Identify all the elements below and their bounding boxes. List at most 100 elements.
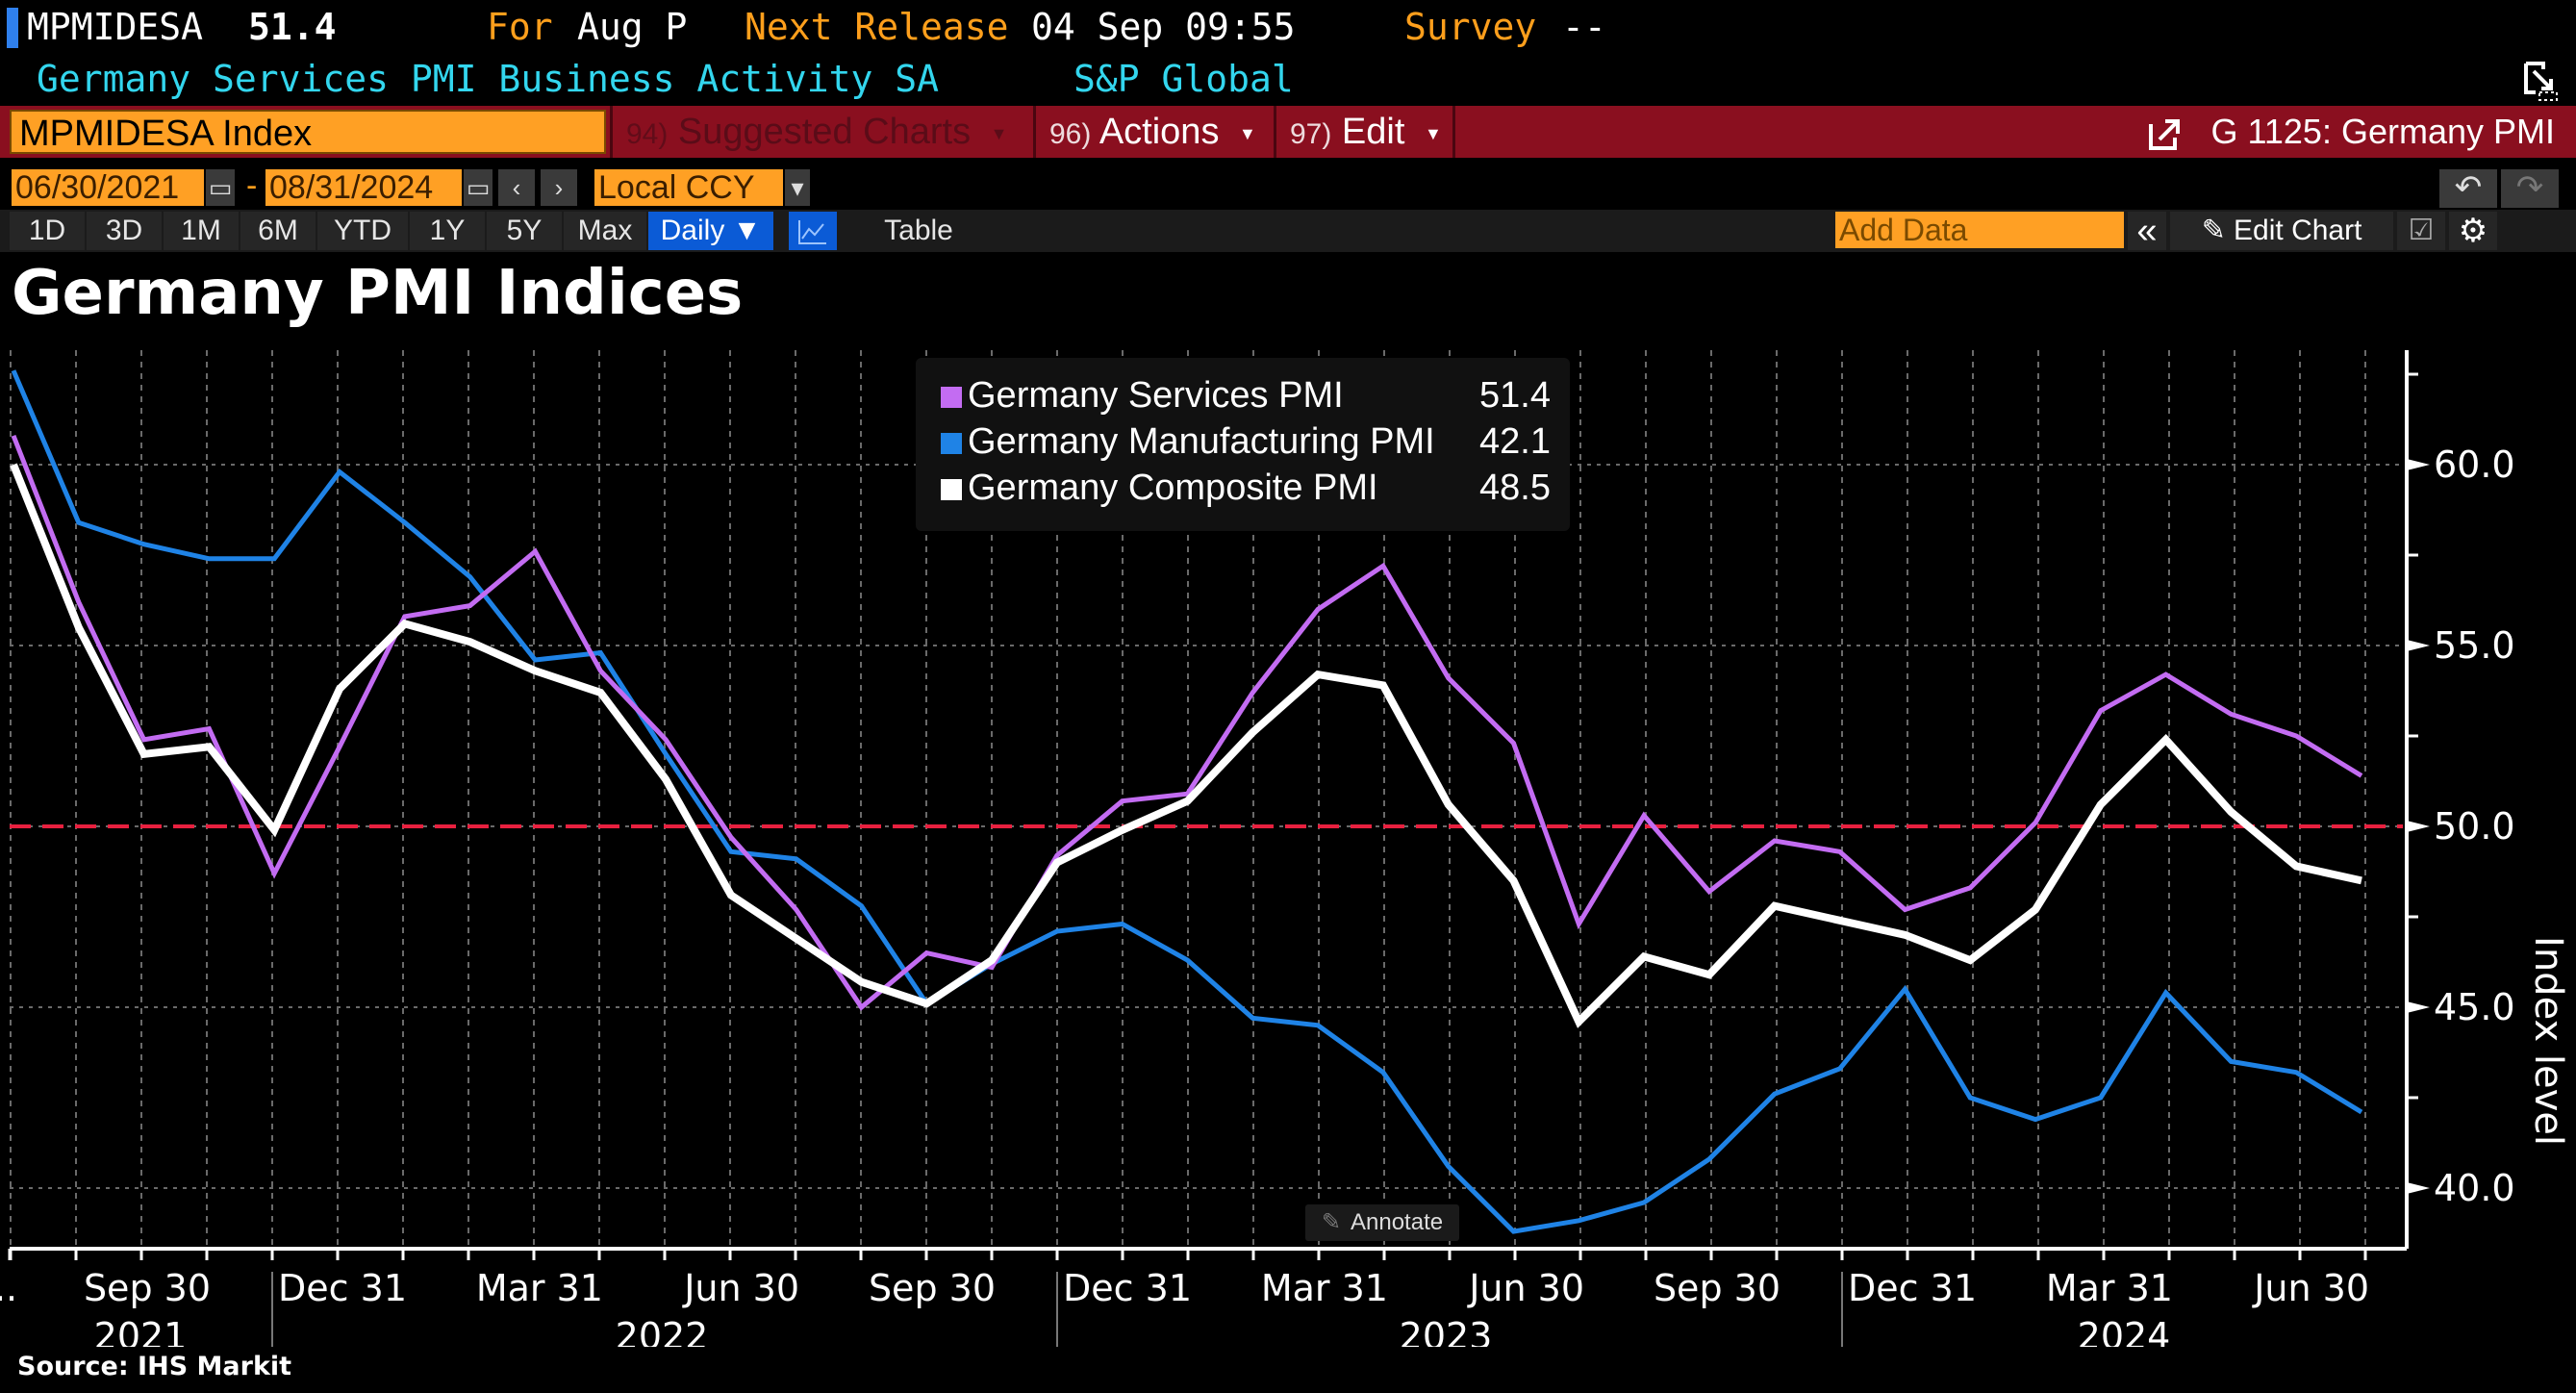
security-input[interactable]: MPMIDESA Index xyxy=(10,110,606,154)
next-release-value: 04 Sep 09:55 xyxy=(1031,6,1296,48)
security-header: MPMIDESA 51.4 For Aug P Next Release 04 … xyxy=(0,0,2576,56)
last-value: 51.4 xyxy=(248,6,337,48)
calendar-icon[interactable]: ▭ xyxy=(206,169,235,206)
ticker-label: MPMIDESA xyxy=(27,6,204,48)
x-tick-label: Dec 31 xyxy=(1063,1267,1192,1309)
y-tick-marker xyxy=(2407,459,2430,470)
legend-item-manufacturing[interactable]: Germany Manufacturing PMI 42.1 xyxy=(941,421,1551,463)
year-label: 2021 xyxy=(94,1315,188,1347)
series-line-services xyxy=(11,434,2363,1011)
page-title: G 1125: Germany PMI xyxy=(2210,112,2555,151)
edit-menu[interactable]: 97) Edit ▼ xyxy=(1274,106,1452,158)
end-date-input[interactable]: 08/31/2024 xyxy=(265,169,462,206)
next-period-button[interactable]: › xyxy=(541,169,577,206)
period-1d[interactable]: 1D xyxy=(10,212,85,250)
period-5y[interactable]: 5Y xyxy=(487,212,562,250)
calendar-icon[interactable]: ▭ xyxy=(464,169,492,206)
legend-swatch xyxy=(941,478,962,500)
survey-value: -- xyxy=(1562,6,1606,48)
caret-down-icon: ▼ xyxy=(1239,123,1256,143)
x-tick-label: Dec 31 xyxy=(278,1267,407,1309)
y-tick-label: 50.0 xyxy=(2434,805,2515,848)
annotate-label: Annotate xyxy=(1351,1209,1444,1235)
suggested-charts-menu[interactable]: 94) Suggested Charts ▼ xyxy=(610,106,1016,158)
x-tick-label: Mar 31 xyxy=(2046,1267,2173,1309)
menu-number: 97) xyxy=(1290,118,1332,150)
year-label: 2022 xyxy=(616,1315,709,1347)
annotate-button[interactable]: ✎ Annotate xyxy=(1305,1204,1459,1241)
legend-swatch xyxy=(941,432,962,454)
series-lines xyxy=(10,369,2363,1234)
collapse-icon[interactable]: « xyxy=(2128,212,2166,250)
page-title-link[interactable]: G 1125: Germany PMI xyxy=(2148,106,2555,158)
edit-chart-label: Edit Chart xyxy=(2234,215,2362,246)
series-line-composite xyxy=(10,463,2362,1028)
x-tick-label: Mar 31 xyxy=(476,1267,603,1309)
x-tick-label: Sep 30 xyxy=(84,1267,211,1309)
year-label: 2023 xyxy=(1400,1315,1493,1347)
menu-number: 94) xyxy=(626,118,669,150)
y-tick-marker xyxy=(2407,821,2430,832)
y-tick-marker xyxy=(2407,1001,2430,1013)
legend-value: 48.5 xyxy=(1479,468,1551,508)
x-tick-label: Sep 30 xyxy=(869,1267,996,1309)
x-tick-label: Jun 30 xyxy=(682,1267,799,1309)
y-tick-marker xyxy=(2407,640,2430,651)
currency-dropdown-icon[interactable]: ▾ xyxy=(785,169,810,206)
legend-item-services[interactable]: Germany Services PMI 51.4 xyxy=(941,375,1551,417)
period-ytd[interactable]: YTD xyxy=(317,212,408,250)
period-6m[interactable]: 6M xyxy=(240,212,316,250)
start-date-input[interactable]: 06/30/2021 xyxy=(12,169,204,206)
menu-label: Suggested Charts xyxy=(677,112,972,152)
checklist-icon[interactable]: ☑ xyxy=(2397,212,2445,250)
menu-divider xyxy=(1452,106,1456,158)
legend-value: 51.4 xyxy=(1479,375,1551,416)
x-tick-label: Mar 31 xyxy=(1261,1267,1388,1309)
add-data-input[interactable]: Add Data xyxy=(1835,212,2124,248)
legend-label: Germany Composite PMI xyxy=(968,468,1378,508)
period-max[interactable]: Max xyxy=(564,212,646,250)
legend-value: 42.1 xyxy=(1479,421,1551,462)
edit-chart-button[interactable]: ✎ Edit Chart xyxy=(2170,212,2393,250)
period-1y[interactable]: 1Y xyxy=(410,212,485,250)
caret-down-icon: ▼ xyxy=(990,123,1008,143)
redo-button[interactable]: ↷ xyxy=(2501,169,2559,208)
y-axis-label: Index level xyxy=(2526,936,2570,1146)
menu-number: 96) xyxy=(1049,118,1092,150)
legend-swatch xyxy=(941,386,962,408)
currency-select[interactable]: Local CCY xyxy=(594,169,783,206)
chart-title: Germany PMI Indices xyxy=(12,258,744,329)
undo-button[interactable]: ↶ xyxy=(2439,169,2497,208)
pencil-icon: ✎ xyxy=(2201,215,2226,246)
period-3d[interactable]: 3D xyxy=(87,212,162,250)
line-chart-icon[interactable] xyxy=(789,212,837,250)
actions-menu[interactable]: 96) Actions ▼ xyxy=(1033,106,1274,158)
previous-period-button[interactable]: ‹ xyxy=(498,169,535,206)
y-tick-label: 40.0 xyxy=(2434,1167,2515,1209)
toolbar: 1D 3D 1M 6M YTD 1Y 5Y Max Daily ▼ Table … xyxy=(0,210,2576,252)
x-tick-label: Jun 30 xyxy=(2252,1267,2369,1309)
period-1m[interactable]: 1M xyxy=(164,212,239,250)
y-tick-label: 55.0 xyxy=(2434,624,2515,667)
x-tick-label: Dec 31 xyxy=(1848,1267,1977,1309)
date-separator: - xyxy=(246,167,258,204)
frequency-dropdown[interactable]: Daily ▼ xyxy=(648,212,773,250)
legend-item-composite[interactable]: Germany Composite PMI 48.5 xyxy=(941,468,1551,509)
for-label: For xyxy=(487,6,553,48)
survey-label: Survey xyxy=(1404,6,1537,48)
caret-down-icon: ▼ xyxy=(1424,123,1442,143)
menu-label: Edit xyxy=(1341,112,1405,152)
year-label: 2024 xyxy=(2078,1315,2171,1347)
next-release-label: Next Release xyxy=(745,6,1009,48)
popout-icon[interactable] xyxy=(2522,60,2561,102)
x-tick-label: Jun 30 xyxy=(1467,1267,1584,1309)
y-tick-label: 45.0 xyxy=(2434,986,2515,1028)
x-axis-ticks: Sep 30 Dec 31 Mar 31 Jun 30 Sep 30 Dec 31 Mar … xyxy=(0,1249,2369,1347)
line-chart: Sep 30 Dec 31 Mar 31 Jun 30 Sep 30 Dec 31 Mar … xyxy=(0,350,2570,1347)
data-source: S&P Global xyxy=(1073,58,1294,100)
gear-icon[interactable]: ⚙ xyxy=(2449,212,2497,250)
pencil-icon: ✎ xyxy=(1321,1209,1341,1235)
security-description: Germany Services PMI Business Activity S… xyxy=(37,58,939,100)
y-tick-marker xyxy=(2407,1182,2430,1194)
table-tab[interactable]: Table xyxy=(839,212,998,250)
